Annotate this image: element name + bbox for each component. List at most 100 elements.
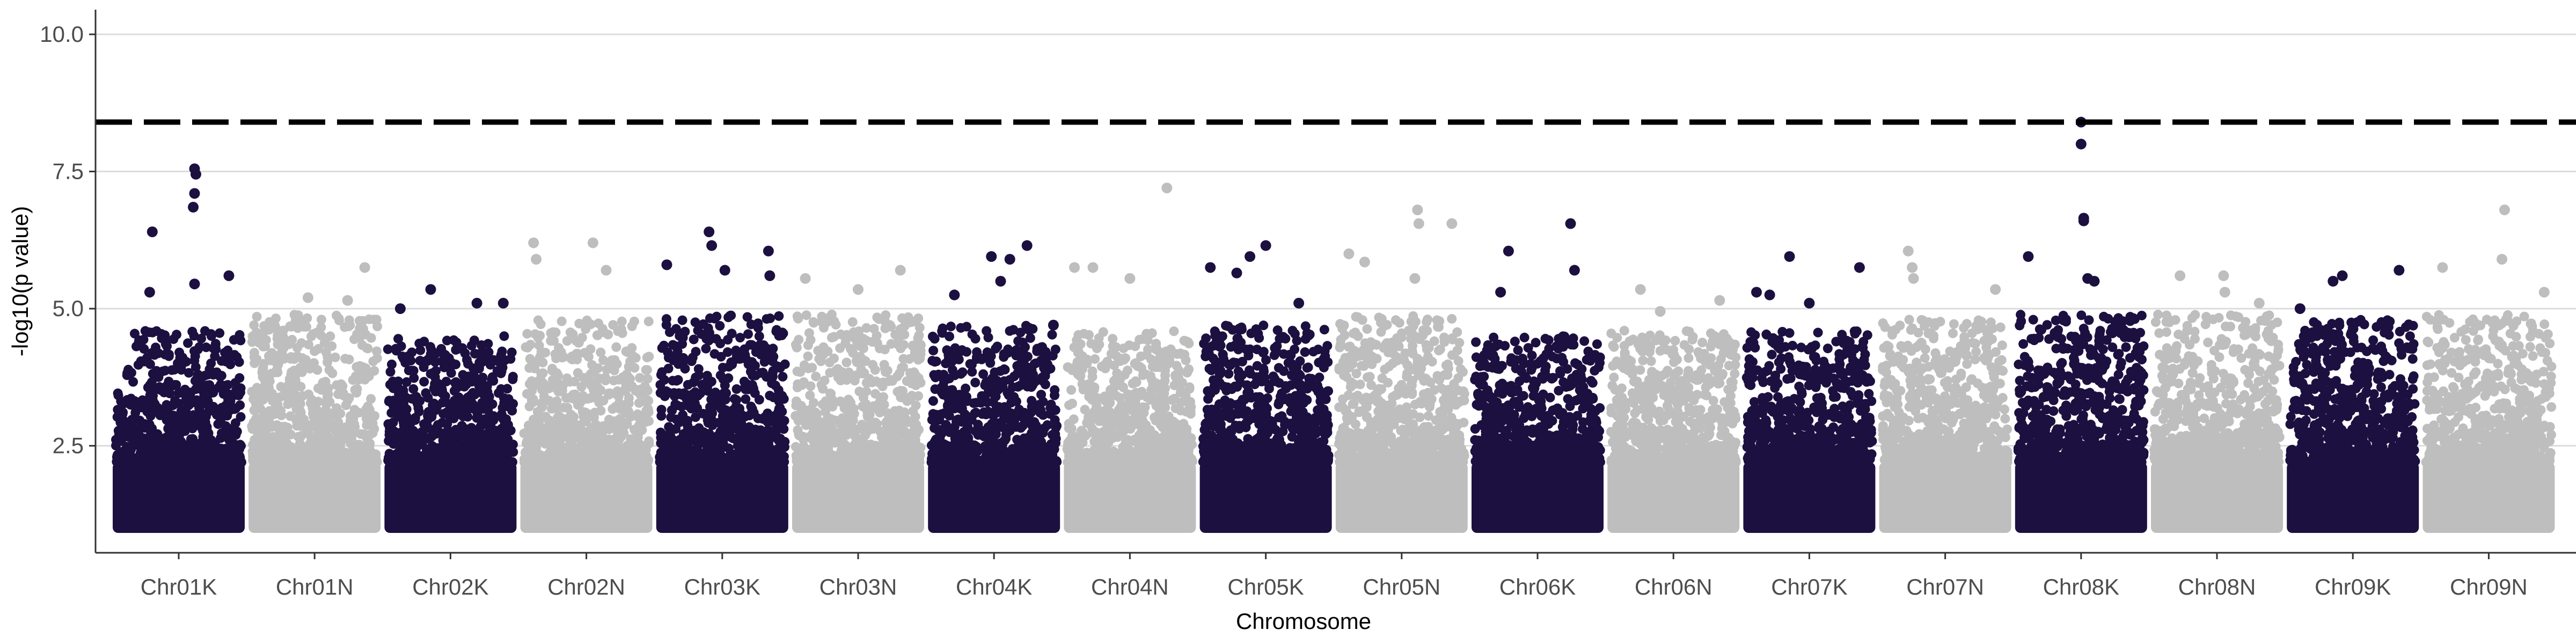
data-point xyxy=(928,396,938,406)
data-point xyxy=(303,422,313,433)
data-point xyxy=(953,433,963,443)
data-point xyxy=(251,414,261,425)
data-point xyxy=(720,380,730,391)
peak-point xyxy=(359,262,370,273)
data-point xyxy=(160,330,170,340)
data-point xyxy=(1042,420,1052,430)
data-point xyxy=(398,386,408,397)
data-point xyxy=(709,349,720,359)
peak-point xyxy=(302,292,313,303)
data-point xyxy=(999,402,1009,412)
data-point xyxy=(215,371,225,382)
data-point xyxy=(587,360,597,370)
peak-point xyxy=(706,240,718,251)
data-point xyxy=(766,431,776,441)
data-point xyxy=(547,365,557,376)
data-point xyxy=(880,345,890,355)
data-point xyxy=(689,426,699,436)
data-point xyxy=(1002,348,1013,358)
data-point xyxy=(586,424,596,434)
data-point xyxy=(147,348,157,358)
data-point xyxy=(276,434,286,444)
data-point xyxy=(169,334,179,344)
data-point xyxy=(737,448,747,458)
peak-point xyxy=(995,276,1006,287)
data-point xyxy=(217,446,228,456)
data-point xyxy=(272,455,282,465)
data-point xyxy=(131,430,141,441)
data-point xyxy=(294,412,304,422)
data-point xyxy=(415,440,425,450)
data-point xyxy=(500,445,510,456)
series-chr04n xyxy=(1062,182,1198,533)
data-point xyxy=(631,386,641,396)
data-point xyxy=(793,425,803,435)
data-point xyxy=(258,364,268,375)
data-point xyxy=(693,364,704,374)
data-point xyxy=(557,316,567,326)
data-point xyxy=(890,423,901,433)
peak-point xyxy=(1048,319,1059,331)
data-point xyxy=(624,406,634,416)
data-point xyxy=(166,365,177,375)
data-point xyxy=(259,456,269,466)
data-point xyxy=(565,412,575,422)
data-point xyxy=(305,363,315,374)
data-point xyxy=(831,320,841,330)
data-point xyxy=(284,379,294,389)
data-point xyxy=(155,382,165,392)
data-point xyxy=(807,457,817,467)
data-point xyxy=(577,332,587,342)
data-point xyxy=(120,457,130,467)
data-point xyxy=(446,368,456,378)
data-point xyxy=(689,334,699,345)
data-point xyxy=(1001,434,1011,444)
data-point xyxy=(723,335,733,345)
data-point xyxy=(346,438,356,449)
data-point xyxy=(916,378,926,388)
data-point xyxy=(768,366,778,376)
data-point xyxy=(1018,337,1028,347)
data-point xyxy=(411,392,421,402)
data-point xyxy=(235,387,245,398)
data-point xyxy=(765,416,775,426)
data-point xyxy=(421,388,431,398)
data-point xyxy=(215,328,225,338)
data-point xyxy=(762,314,772,324)
data-point xyxy=(535,331,545,341)
data-point xyxy=(489,454,500,464)
data-point xyxy=(521,448,531,458)
data-point xyxy=(672,451,683,461)
data-point xyxy=(316,322,326,332)
data-point xyxy=(457,343,467,353)
data-point xyxy=(852,357,862,368)
data-point xyxy=(642,386,653,396)
data-point xyxy=(385,423,395,433)
data-point xyxy=(978,369,989,379)
data-point xyxy=(599,327,609,338)
data-point xyxy=(580,407,590,418)
data-point xyxy=(1021,435,1031,445)
data-point xyxy=(184,368,194,378)
peak-point xyxy=(601,265,612,276)
data-point xyxy=(437,356,447,367)
data-point xyxy=(586,380,596,390)
data-point xyxy=(265,376,275,386)
data-point xyxy=(985,358,996,368)
data-point xyxy=(735,333,745,343)
data-point xyxy=(399,438,409,448)
data-point xyxy=(1013,382,1023,392)
data-point xyxy=(705,328,715,338)
data-point xyxy=(619,428,629,438)
data-point xyxy=(981,409,991,420)
data-point xyxy=(887,454,897,464)
data-point xyxy=(567,352,577,362)
data-point xyxy=(996,366,1006,376)
data-point xyxy=(543,457,553,467)
data-point xyxy=(386,456,397,466)
data-point xyxy=(368,428,378,438)
data-point xyxy=(530,377,540,387)
data-point xyxy=(882,416,892,427)
data-point xyxy=(754,331,764,341)
data-point xyxy=(544,383,554,393)
